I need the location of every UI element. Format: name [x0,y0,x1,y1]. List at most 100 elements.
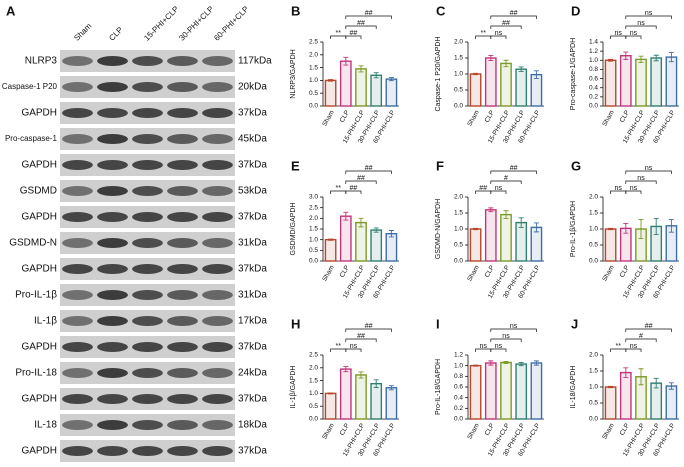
x-tick-label: CLP [619,264,631,278]
y-tick-label: 1.5 [309,377,318,384]
significance-label: ## [645,323,653,330]
error-bar [653,54,659,62]
blot-band [167,238,198,248]
significance-bracket [490,338,522,342]
significance-bracket [345,190,362,194]
blot-band [202,108,233,118]
bar [339,60,352,107]
error-bar [638,368,644,386]
error-bar [328,392,334,395]
protein-label: GAPDH [21,264,57,275]
protein-label: GAPDH [21,446,57,457]
error-bar [343,211,349,221]
blot-band [97,134,128,144]
significance-label: ## [357,175,365,182]
error-bar [473,227,479,231]
panel-label: I [436,316,440,331]
y-tick-label: 1.0 [309,390,318,397]
x-tick-label: Sham [466,109,481,127]
significance-label: ## [357,333,365,340]
protein-label: Pro-IL-18 [15,368,57,379]
y-axis-title: NLRP3/GAPDH [290,49,297,98]
bar [370,229,383,262]
lane-label: 15-PHI+CLP [142,4,180,42]
y-tick-label: 1.2 [454,352,463,359]
y-tick-label: 2.0 [309,215,318,222]
significance-bracket [625,328,672,332]
bar [355,68,367,107]
significance-label: ## [365,165,373,172]
error-bar [373,227,379,233]
lane-label: 30-PHI+CLP [177,4,215,42]
bar [500,62,512,107]
protein-label: Caspase-1 P20 [2,82,58,91]
size-label: 31kDa [238,238,267,249]
blot-band [62,394,93,404]
error-bar [488,207,494,213]
bar [370,382,383,420]
lane-label: 60-PHI+CLP [212,4,250,42]
protein-label: Pro-caspase-1 [5,134,58,143]
blot-band [97,264,128,274]
blot-band [62,160,93,170]
significance-label: ** [615,343,621,350]
y-tick-label: 2.5 [309,204,318,211]
significance-bracket [490,35,507,39]
y-tick-label: 2.0 [454,39,463,46]
significance-label: # [504,175,508,182]
blot-band [97,342,128,352]
error-bar [638,55,644,64]
protein-label: GSDMD-N [9,238,57,249]
size-label: 53kDa [238,186,267,197]
error-bar [623,367,629,378]
bar [665,56,678,107]
significance-bracket [625,25,657,29]
significance-label: ## [479,185,487,192]
error-bar [373,379,379,388]
blot-band [202,238,233,248]
size-label: 37kDa [238,160,267,171]
error-bar [518,217,524,228]
bar [604,386,617,420]
y-tick-label: 1.0 [589,384,598,391]
blot-band [62,316,93,326]
blot-band [97,368,128,378]
blot-band [132,368,163,378]
significance-bracket [490,15,537,19]
y-tick-label: 0.5 [589,400,598,407]
error-bar [518,66,524,72]
y-tick-label: 0.0 [309,416,318,423]
significance-bracket [625,35,642,39]
blot-band [167,394,198,404]
blot-band [167,342,198,352]
error-bar [668,218,674,233]
error-bar [488,360,494,366]
blot-band [97,238,128,248]
x-tick-label: CLP [484,422,496,436]
error-bar [328,238,334,241]
y-tick-label: 1.5 [589,210,598,217]
x-tick-label: Sham [466,264,481,282]
bar [515,68,528,107]
y-tick-label: 0.6 [589,75,598,82]
significance-label: ns [614,30,622,37]
lane-label: Sham [72,21,93,42]
y-axis-title: IL-1β/GAPDH [290,366,297,409]
significance-bracket [625,348,642,352]
bar [484,57,497,107]
y-axis-title: Pro-IL-1β/GAPDH [570,201,577,257]
error-bar [488,54,494,62]
error-bar [388,77,394,82]
blot-band [167,316,198,326]
size-label: 37kDa [238,394,267,405]
bar [500,213,512,262]
blot-band [62,290,93,300]
significance-bracket [490,328,537,332]
blot-band [167,212,198,222]
y-tick-label: 2.0 [454,194,463,201]
panel-label: D [571,3,580,18]
error-bar [503,210,509,219]
blot-band [97,446,128,456]
error-bar [328,79,334,82]
blot-band [132,212,163,222]
